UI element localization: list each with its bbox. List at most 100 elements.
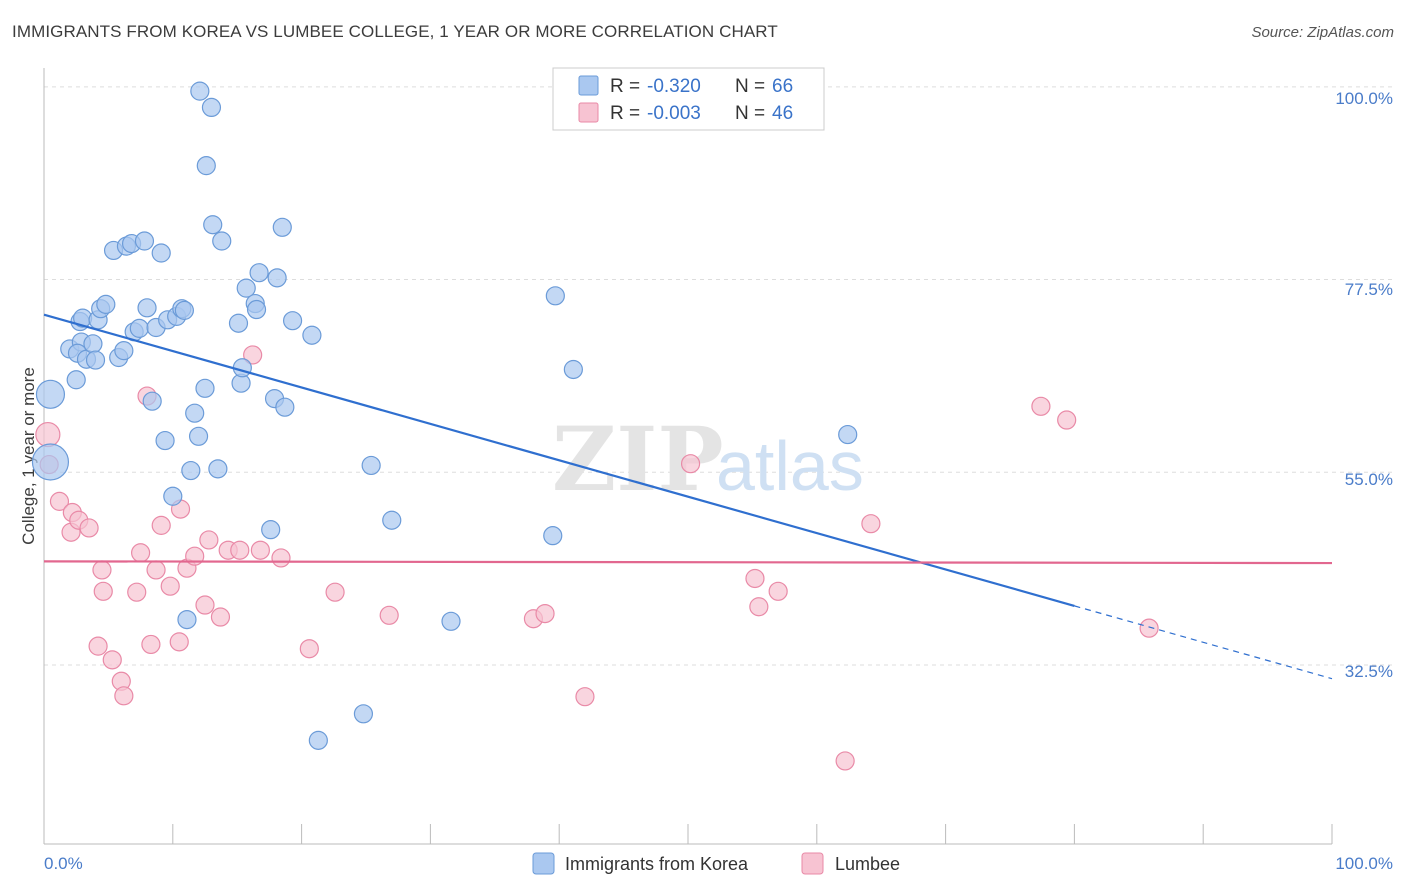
korea-point-23 (142, 391, 162, 411)
korea-point-25 (151, 243, 171, 263)
y-axis-title: College, 1 year or more (19, 367, 38, 545)
korea-point-65 (838, 424, 858, 445)
bottom-legend: Immigrants from Korea Lumbee (532, 852, 900, 875)
legend-lumbee-r-label: R = (610, 103, 640, 124)
legend-korea-r-value: -0.320 (647, 76, 701, 97)
lumbee-point-18 (151, 515, 171, 535)
legend-korea-r-label: R = (610, 76, 640, 97)
korea-point-22 (137, 298, 157, 318)
lumbee-point-13 (127, 582, 147, 602)
korea-point-26 (155, 430, 175, 451)
lumbee-point-36 (535, 603, 555, 624)
korea-point-38 (196, 156, 216, 176)
lumbee-point-37 (575, 687, 595, 707)
korea-point-48 (246, 299, 267, 320)
korea-point-61 (441, 611, 461, 631)
bottom-legend-korea-label: Immigrants from Korea (565, 854, 749, 874)
lumbee-point-45 (1057, 410, 1077, 430)
korea-point-33 (185, 403, 205, 423)
x-tick-label-100: 100.0% (1335, 854, 1393, 873)
korea-point-21 (134, 231, 155, 251)
lumbee-point-31 (271, 548, 291, 568)
lumbee-point-14 (131, 543, 151, 563)
lumbee-point-46 (1139, 618, 1159, 638)
korea-point-13 (85, 350, 106, 370)
lumbee-point-8 (93, 581, 113, 601)
korea-point-52 (267, 268, 287, 288)
x-tick-label-0: 0.0% (44, 854, 83, 873)
lumbee-point-38 (680, 454, 701, 474)
korea-series (31, 81, 858, 750)
lumbee-point-39 (745, 568, 765, 589)
korea-point-43 (228, 313, 249, 333)
korea-point-37 (195, 378, 215, 398)
top-legend: R = -0.320 N = 66 R = -0.003 N = 46 (552, 67, 825, 131)
lumbee-point-16 (141, 634, 161, 655)
lumbee-point-7 (88, 636, 108, 656)
lumbee-point-32 (299, 639, 319, 659)
korea-point-40 (203, 215, 223, 235)
lumbee-point-12 (114, 686, 134, 706)
legend-korea-n-value: 66 (772, 76, 793, 97)
lumbee-point-0 (35, 421, 61, 448)
lumbee-point-41 (768, 581, 788, 601)
korea-point-9 (83, 334, 103, 354)
korea-point-50 (261, 520, 281, 540)
bottom-legend-korea-swatch (532, 852, 555, 875)
x-axis-ticks (43, 824, 1333, 844)
lumbee-point-6 (79, 518, 99, 538)
korea-point-60 (382, 510, 402, 530)
korea-point-59 (361, 455, 381, 476)
lumbee-point-30 (250, 540, 270, 560)
korea-point-20 (129, 318, 149, 338)
lumbee-trendline (43, 560, 1333, 565)
lumbee-point-25 (199, 530, 219, 550)
korea-point-49 (249, 263, 269, 283)
korea-point-64 (563, 359, 583, 380)
korea-point-54 (275, 397, 295, 417)
lumbee-point-28 (230, 540, 250, 560)
legend-lumbee-swatch (578, 102, 599, 123)
bottom-legend-lumbee-label: Lumbee (835, 854, 900, 874)
lumbee-point-43 (861, 514, 881, 534)
korea-point-55 (282, 311, 303, 331)
lumbee-point-42 (835, 751, 855, 771)
lumbee-point-44 (1031, 396, 1051, 416)
korea-point-32 (181, 460, 201, 481)
lumbee-point-24 (195, 595, 215, 615)
korea-point-31 (174, 300, 194, 320)
legend-lumbee-r-value: -0.003 (647, 103, 701, 124)
korea-point-3 (66, 370, 86, 390)
korea-point-0 (35, 379, 66, 409)
legend-korea-n-label: N = (735, 76, 765, 97)
trendlines (43, 313, 1333, 680)
lumbee-point-20 (169, 632, 189, 652)
korea-point-45 (232, 358, 252, 378)
korea-point-63 (543, 526, 563, 546)
korea-point-42 (212, 231, 232, 251)
korea-point-35 (177, 609, 197, 630)
legend-lumbee-n-value: 46 (772, 103, 793, 124)
y-tick-label-77-5: 77.5% (1345, 280, 1393, 299)
lumbee-point-34 (379, 605, 399, 625)
source-credit: Source: ZipAtlas.com (1251, 24, 1394, 41)
y-tick-label-32-5: 32.5% (1345, 662, 1393, 681)
lumbee-point-17 (146, 560, 166, 580)
y-tick-label-55: 55.0% (1345, 470, 1393, 489)
y-tick-label-100: 100.0% (1335, 89, 1393, 108)
korea-point-58 (353, 704, 374, 724)
korea-point-1 (31, 443, 70, 481)
lumbee-point-10 (102, 650, 122, 670)
legend-lumbee-n-label: N = (735, 103, 765, 124)
lumbee-point-26 (210, 607, 231, 627)
watermark-atlas: atlas (716, 427, 864, 505)
korea-trendline (43, 313, 1075, 607)
korea-point-36 (190, 81, 210, 101)
lumbee-point-9 (92, 560, 112, 580)
korea-point-34 (188, 426, 209, 446)
lumbee-point-19 (160, 576, 180, 596)
chart-title: IMMIGRANTS FROM KOREA VS LUMBEE COLLEGE,… (12, 22, 778, 41)
lumbee-point-2 (49, 491, 70, 511)
korea-point-39 (201, 97, 222, 117)
